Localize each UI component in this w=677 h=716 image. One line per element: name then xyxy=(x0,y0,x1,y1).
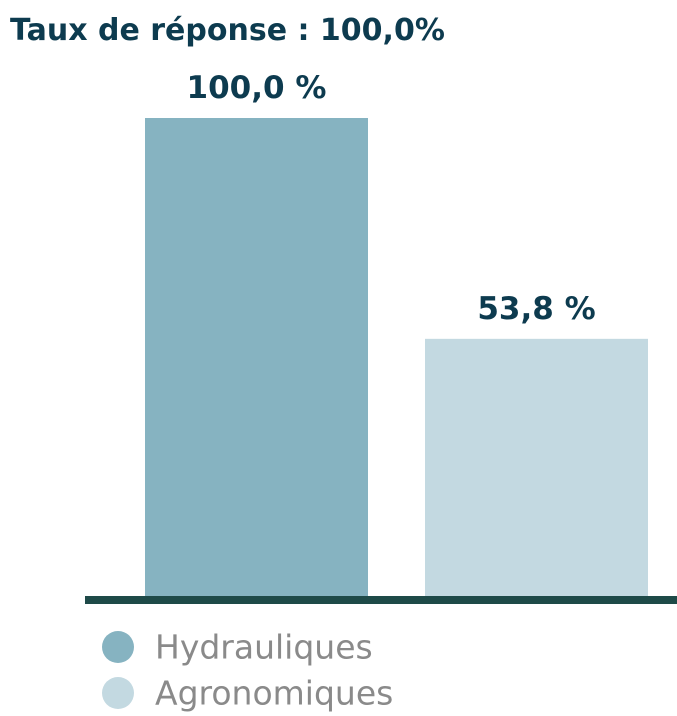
bar xyxy=(425,338,648,596)
legend-swatch xyxy=(102,677,134,709)
chart-title: Taux de réponse : 100,0% xyxy=(10,13,445,48)
value-label: 100,0 % xyxy=(187,70,327,106)
legend-label: Agronomiques xyxy=(155,674,393,713)
value-label: 53,8 % xyxy=(477,291,595,327)
legend-swatch xyxy=(102,631,134,663)
legend-label: Hydrauliques xyxy=(155,628,373,667)
bar xyxy=(145,118,368,596)
